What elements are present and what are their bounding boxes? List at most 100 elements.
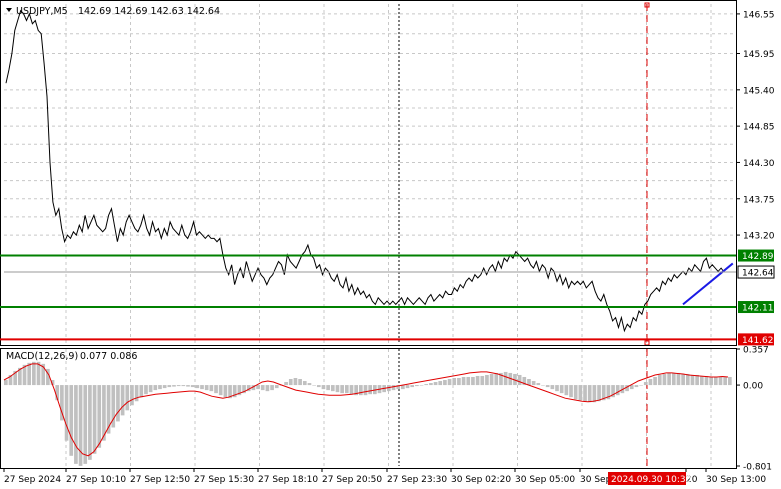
macd-histogram-bar (88, 385, 92, 460)
x-tick-label: 30 Sep 05:00 (515, 475, 575, 485)
macd-histogram-bar (251, 385, 256, 391)
macd-histogram-bar (176, 385, 181, 387)
price-level-tag (738, 301, 774, 314)
macd-histogram-bar (144, 385, 148, 395)
price-level-tag (738, 333, 774, 346)
macd-histogram-bar (667, 372, 671, 386)
price-line (5, 9, 725, 333)
macd-histogram-bar (246, 385, 251, 392)
macd-histogram-bar (172, 385, 176, 387)
macd-histogram-bar (274, 385, 279, 389)
y-tick-label: 144.85 (743, 123, 775, 133)
series-lines (3, 9, 734, 457)
macd-histogram-bar (443, 380, 447, 386)
macd-histogram-bar (401, 385, 405, 390)
macd-histogram-bar (699, 375, 704, 386)
y-tick-label: 144.30 (743, 159, 775, 169)
macd-histogram-bar (471, 376, 475, 386)
macd-histogram-bar (452, 377, 457, 386)
macd-histogram (4, 361, 732, 466)
macd-histogram-bar (653, 376, 657, 386)
macd-histogram-bar (564, 385, 569, 396)
macd-histogram-bar (186, 385, 190, 387)
ohlc-values: 142.69 142.69 142.63 142.64 (78, 6, 220, 17)
macd-histogram-bar (508, 372, 513, 386)
macd-histogram-bar (685, 373, 690, 386)
x-tick-label: 27 Sep 15:30 (194, 475, 254, 485)
macd-histogram-bar (704, 375, 709, 386)
macd-histogram-bar (64, 385, 69, 441)
macd-histogram-bar (410, 385, 415, 388)
macd-histogram-bar (326, 385, 330, 391)
macd-histogram-bar (545, 385, 550, 388)
panel-frames (0, 0, 737, 469)
macd-histogram-bar (106, 385, 111, 434)
macd-histogram-bar (111, 385, 116, 428)
macd-histogram-bar (480, 375, 485, 386)
macd-panel-frame (0, 348, 737, 469)
y-tick-label: 0.357 (743, 346, 769, 356)
macd-histogram-bar (573, 385, 578, 400)
price-level-label: 142.11 (742, 304, 774, 314)
macd-histogram-bar (284, 382, 288, 386)
macd-histogram-bar (681, 373, 685, 386)
macd-histogram-bar (78, 385, 83, 466)
macd-histogram-bar (22, 364, 27, 386)
macd-histogram-bar (46, 368, 50, 386)
macd-histogram-bar (204, 385, 209, 391)
symbol-label: USDJPY,M5 (16, 6, 68, 17)
macd-histogram-bar (139, 385, 144, 398)
macd-histogram-bar (676, 372, 681, 386)
time-marker-label: 2024.09.30 10:30 (611, 475, 692, 485)
macd-histogram-bar (457, 377, 461, 386)
macd-histogram-bar (485, 374, 489, 386)
macd-histogram-bar (41, 363, 46, 386)
macd-histogram-bar (200, 385, 204, 390)
y-tick-label: 145.40 (743, 86, 775, 96)
macd-histogram-bar (578, 385, 583, 401)
time-marker-tag (608, 472, 686, 485)
macd-histogram-bar (92, 385, 97, 454)
macd-histogram-bar (625, 385, 629, 392)
macd-histogram-bar (270, 385, 274, 391)
y-tick-label: 143.75 (743, 195, 775, 205)
x-tick-label: 27 Sep 23:30 (387, 475, 447, 485)
macd-histogram-bar (391, 385, 396, 391)
macd-histogram-bar (181, 385, 186, 387)
macd-histogram-bar (302, 381, 307, 386)
grid (4, 2, 736, 466)
macd-histogram-bar (293, 377, 298, 386)
macd-histogram-bar (190, 385, 195, 388)
macd-histogram-bar (634, 385, 639, 388)
macd-histogram-bar (223, 385, 228, 398)
macd-histogram-bar (466, 376, 471, 386)
macd-histogram-bar (330, 385, 335, 392)
macd-histogram-bar (321, 385, 326, 390)
macd-histogram-bar (27, 362, 32, 386)
macd-histogram-bar (97, 385, 102, 448)
macd-values: 0.077 0.086 (80, 351, 137, 362)
macd-histogram-bar (316, 385, 321, 388)
dropdown-triangle-icon[interactable] (6, 8, 12, 12)
x-tick-label: 27 Sep 18:10 (258, 475, 318, 485)
macd-histogram-bar (597, 385, 601, 402)
macd-histogram-bar (415, 385, 419, 387)
macd-histogram-bar (517, 374, 522, 386)
macd-histogram-bar (8, 374, 13, 386)
macd-histogram-bar (438, 381, 443, 386)
macd-histogram-bar (643, 382, 648, 386)
x-tick-label: 20 (686, 475, 698, 485)
x-tick-label: 30 Sep 13:00 (706, 475, 766, 485)
macd-histogram-bar (555, 385, 559, 392)
macd-histogram-bar (344, 385, 349, 394)
price-level-tag (737, 265, 775, 279)
price-level-tag (738, 249, 774, 262)
y-tick-label: 0.00 (743, 382, 763, 392)
macd-label: MACD(12,26,9) (6, 351, 78, 362)
macd-histogram-bar (358, 385, 363, 396)
macd-histogram-bar (728, 376, 732, 386)
macd-histogram-bar (419, 385, 424, 386)
macd-histogram-bar (709, 376, 713, 386)
macd-histogram-bar (713, 376, 718, 386)
